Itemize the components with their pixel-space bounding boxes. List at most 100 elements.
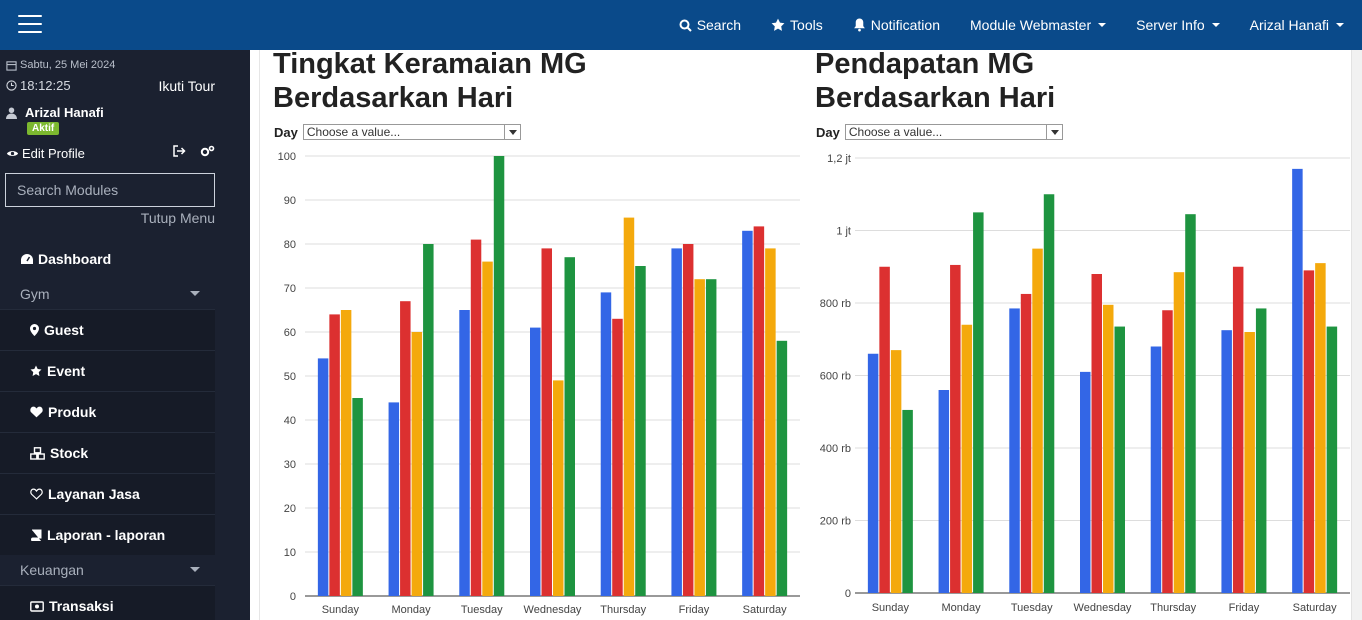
chart-bar[interactable] [776, 340, 788, 596]
chart-bar[interactable] [493, 156, 505, 596]
chart-bar[interactable] [352, 398, 363, 596]
nav-module-webmaster[interactable]: Module Webmaster [970, 17, 1107, 33]
chart-bar[interactable] [867, 353, 879, 593]
chart-bar[interactable] [1080, 371, 1091, 593]
chart-bar[interactable] [564, 257, 576, 596]
nav-server-info[interactable]: Server Info [1136, 17, 1220, 33]
sidebar-item-stock[interactable]: Stock [0, 432, 215, 473]
day-select[interactable]: Choose a value... [302, 124, 521, 140]
chart-bar[interactable] [459, 310, 470, 596]
chart-bar[interactable] [950, 264, 961, 593]
chart-bar[interactable] [671, 248, 682, 596]
edit-profile-label: Edit Profile [22, 146, 85, 161]
x-tick-label: Friday [1229, 602, 1260, 614]
chart-bar[interactable] [765, 248, 776, 596]
chart-bar[interactable] [1232, 266, 1244, 593]
y-tick-label: 400 rb [820, 443, 851, 455]
nav-notification[interactable]: Notification [853, 17, 940, 33]
sidebar-item-label: Guest [44, 322, 84, 338]
gears-icon[interactable] [200, 145, 215, 158]
chart-bar[interactable] [753, 226, 765, 596]
chart-bar[interactable] [1103, 304, 1114, 593]
hamburger-menu-icon[interactable] [18, 15, 42, 33]
chart-bar[interactable] [1150, 346, 1162, 594]
chart-bar[interactable] [1315, 263, 1326, 593]
chart-bar[interactable] [553, 380, 564, 596]
sign-out-icon[interactable] [173, 145, 186, 158]
search-modules-input[interactable] [5, 173, 215, 207]
y-tick-label: 50 [284, 371, 296, 383]
chart-bar[interactable] [411, 332, 423, 596]
chart-bar[interactable] [1009, 308, 1020, 593]
chart-bar[interactable] [541, 248, 553, 596]
chevron-down-icon [1098, 23, 1107, 27]
chart-bar[interactable] [635, 266, 646, 596]
sidebar-item-label: Event [47, 363, 86, 379]
chart-bar[interactable] [1303, 270, 1315, 593]
chart-bar[interactable] [612, 318, 623, 596]
chart-bar[interactable] [1221, 330, 1232, 593]
sidebar-group-gym[interactable]: Gym [0, 279, 215, 309]
sidebar-group-keuangan[interactable]: Keuangan [0, 555, 215, 585]
nav-search[interactable]: Search [679, 17, 741, 33]
chart-bar[interactable] [388, 402, 400, 596]
chart-bar[interactable] [1162, 310, 1173, 593]
page-scrollbar[interactable] [1351, 50, 1362, 620]
chart-bar[interactable] [482, 261, 493, 596]
sidebar-item-laporan[interactable]: Laporan - laporan [0, 514, 215, 555]
chart-bar[interactable] [1185, 214, 1196, 593]
sidebar-group-label: Gym [20, 286, 50, 302]
chart-bar[interactable] [317, 358, 329, 596]
chart-bar[interactable] [423, 244, 434, 596]
chart-bar[interactable] [694, 279, 705, 596]
day-select[interactable]: Choose a value... [844, 124, 1063, 140]
heart-outline-icon [30, 488, 43, 500]
chart-bar[interactable] [1043, 194, 1055, 593]
chart-bar[interactable] [973, 212, 984, 593]
chart-bar[interactable] [938, 390, 950, 593]
chart-bar[interactable] [600, 292, 612, 596]
sidebar-item-event[interactable]: Event [0, 350, 215, 391]
chart-bar[interactable] [1255, 308, 1267, 593]
nav-user-menu[interactable]: Arizal Hanafi [1250, 17, 1344, 33]
sidebar-item-label: Laporan - laporan [47, 527, 166, 543]
chart-bar[interactable] [530, 327, 541, 596]
chart-bar[interactable] [682, 244, 694, 596]
nav-tools-label: Tools [790, 17, 823, 33]
sidebar-item-transaksi[interactable]: Transaksi [0, 585, 215, 620]
chevron-down-icon [503, 125, 520, 139]
chart-bar[interactable] [400, 301, 411, 596]
nav-module-webmaster-label: Module Webmaster [970, 17, 1092, 33]
chart-bar[interactable] [1326, 326, 1338, 593]
sidebar-action-icons [173, 145, 229, 158]
chart-bar[interactable] [340, 310, 352, 596]
chart-bar[interactable] [742, 230, 753, 597]
chart-bar[interactable] [961, 324, 973, 593]
nav-user-label: Arizal Hanafi [1249, 17, 1329, 33]
status-badge: Aktif [27, 122, 60, 135]
chart-bar[interactable] [623, 217, 635, 596]
chart-bar[interactable] [1244, 332, 1255, 593]
sidebar-item-layanan-jasa[interactable]: Layanan Jasa [0, 473, 215, 514]
chart-bar[interactable] [329, 314, 340, 596]
nav-tools[interactable]: Tools [771, 17, 823, 33]
sidebar-item-produk[interactable]: Produk [0, 391, 215, 432]
chart-bar[interactable] [1032, 248, 1043, 593]
chart-bar[interactable] [1091, 274, 1103, 593]
chart-bar[interactable] [470, 239, 482, 596]
edit-profile-link[interactable]: Edit Profile [6, 146, 85, 161]
sidebar-item-label: Produk [48, 404, 97, 420]
chart-bar[interactable] [705, 279, 717, 596]
y-tick-label: 0 [845, 588, 851, 600]
sidebar-item-dashboard[interactable]: Dashboard [0, 238, 215, 279]
chart-bar[interactable] [1020, 293, 1032, 593]
chart-bar[interactable] [879, 266, 890, 593]
close-menu-link[interactable]: Tutup Menu [140, 210, 215, 226]
chart-bar[interactable] [890, 350, 902, 593]
chart-bar[interactable] [1173, 272, 1185, 593]
chart-bar[interactable] [902, 409, 913, 593]
tour-link[interactable]: Ikuti Tour [158, 78, 215, 94]
chart-bar[interactable] [1114, 326, 1126, 593]
chart-bar[interactable] [1292, 168, 1303, 593]
sidebar-item-guest[interactable]: Guest [0, 309, 215, 350]
